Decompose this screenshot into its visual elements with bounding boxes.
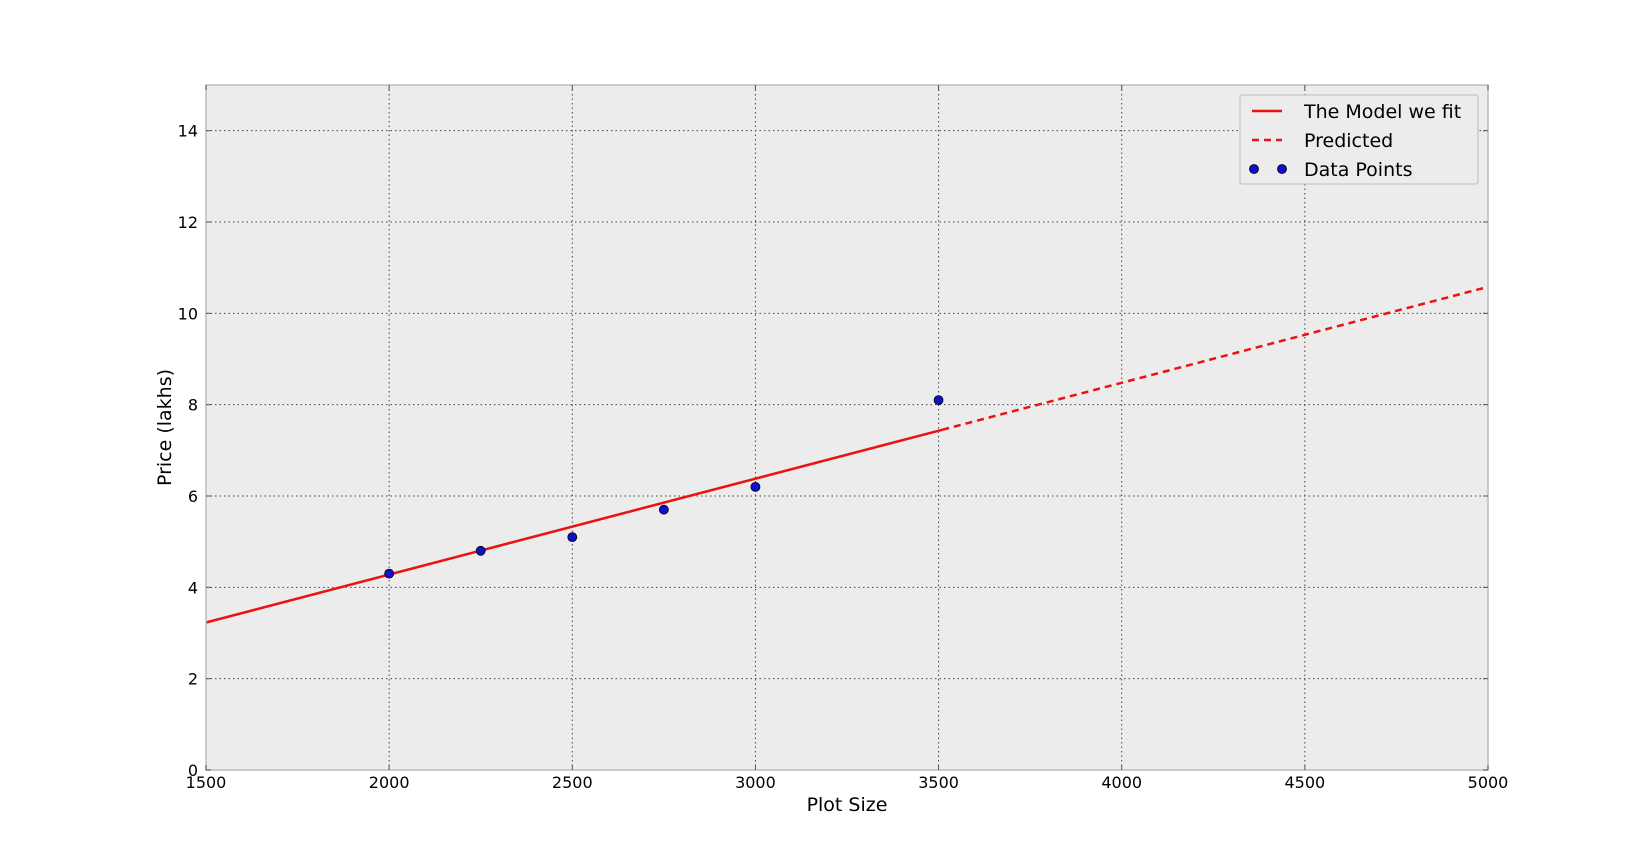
x-tick-label: 1500 [186,773,227,792]
legend: The Model we fit Predicted Data Points [1239,94,1479,185]
x-tick-label: 2500 [552,773,593,792]
y-tick-label: 12 [178,213,198,232]
plot-area-background [206,85,1488,770]
data-point [475,545,486,556]
data-point [567,532,578,542]
plot-area-border [205,84,1489,771]
x-tick-label: 3500 [918,773,959,792]
x-axis-label: Plot Size [807,794,888,816]
legend-swatch-point [1249,164,1259,174]
y-axis-label: Price (lakhs) [154,369,176,486]
y-tick-label: 10 [178,304,198,323]
grid-lines [206,85,1488,770]
data-point [384,568,395,579]
x-tick-label: 5000 [1468,773,1509,792]
x-tick-label: 4000 [1101,773,1142,792]
legend-swatch-point [1277,164,1287,174]
series-layer [205,285,1489,624]
data-point [750,481,761,492]
x-tick-label: 2000 [369,773,410,792]
predicted-line [941,285,1489,431]
legend-box [1239,94,1479,185]
y-tick-label: 4 [188,578,198,597]
legend-label: The Model we fit [1303,101,1461,123]
legend-label: Data Points [1304,159,1412,181]
x-tick-label: 3000 [735,773,776,792]
data-point [933,395,944,406]
axis-ticks: 1500 2000 2500 3000 3500 4000 4500 5000 0 2 4 6 8 10 1… [178,85,1509,792]
x-tick-label: 4500 [1284,773,1325,792]
data-point [658,504,669,515]
model-fit-line [205,428,943,624]
y-tick-label: 2 [188,670,198,689]
legend-label: Predicted [1304,130,1393,152]
y-tick-label: 6 [188,487,198,506]
y-tick-label: 0 [188,761,198,780]
y-tick-label: 8 [188,396,198,415]
y-tick-label: 14 [178,122,198,141]
